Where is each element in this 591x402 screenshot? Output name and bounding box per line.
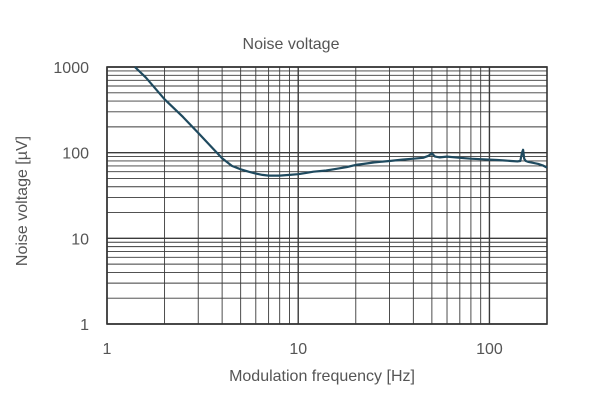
y-tick-label: 100 [62,146,89,163]
x-axis-label: Modulation frequency [Hz] [229,368,415,385]
chart-title: Noise voltage [243,36,340,53]
noise-voltage-line [134,66,548,177]
y-axis-label: Noise voltage [µV] [14,136,31,266]
y-tick-label: 1 [80,317,89,334]
y-tick-label: 10 [71,231,89,248]
grid [106,66,548,325]
x-tick-label: 10 [289,341,307,358]
y-axis-tick-labels: 1 10 100 1000 [53,60,89,334]
y-tick-label: 1000 [53,60,89,77]
plot-frame [106,66,548,325]
x-tick-label: 1 [103,341,112,358]
x-axis-tick-labels: 1 10 100 [103,341,503,358]
x-tick-label: 100 [476,341,503,358]
